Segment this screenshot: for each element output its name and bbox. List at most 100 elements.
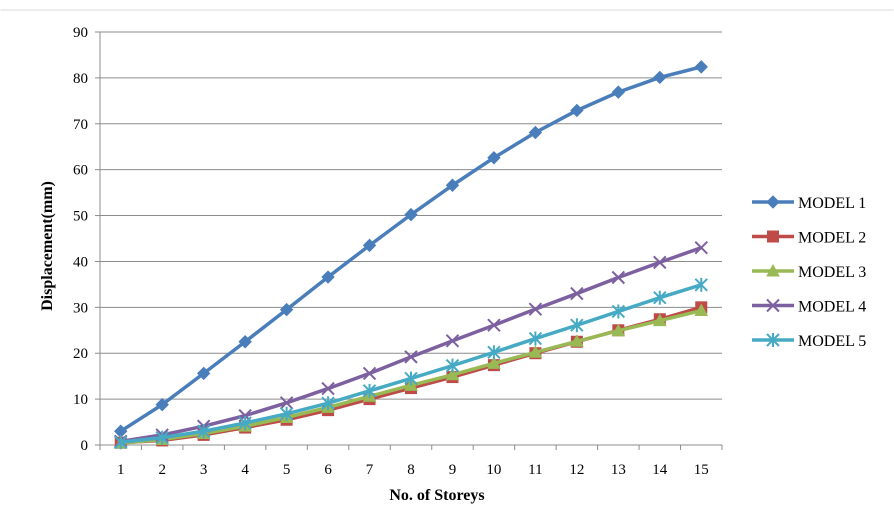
legend-label: MODEL 4 xyxy=(798,299,866,316)
data-point xyxy=(694,60,708,74)
y-tick-labels: 0 10 20 30 40 50 60 70 80 90 xyxy=(73,25,88,454)
x-tick-label: 15 xyxy=(694,462,709,478)
axes xyxy=(99,32,723,450)
series-4 xyxy=(114,240,708,449)
data-point xyxy=(694,277,708,292)
series-5 xyxy=(114,277,708,450)
data-point xyxy=(694,303,709,317)
data-point xyxy=(321,270,335,284)
x-tick-label: 3 xyxy=(200,462,208,478)
data-point xyxy=(404,350,418,364)
data-point xyxy=(611,85,626,99)
y-tick-label: 80 xyxy=(73,71,88,87)
data-point xyxy=(528,331,543,346)
legend-marker xyxy=(766,298,780,313)
data-point xyxy=(155,397,169,412)
legend-entry: MODEL 4 xyxy=(752,299,866,316)
data-point xyxy=(445,334,460,348)
y-tick-label: 20 xyxy=(73,346,88,362)
legend-entry: MODEL 5 xyxy=(752,333,866,350)
data-point xyxy=(238,415,252,430)
x-axis-title: No. of Storeys xyxy=(389,487,484,504)
data-point xyxy=(653,290,667,305)
data-point xyxy=(694,240,708,255)
data-point xyxy=(570,286,584,301)
y-tick-label: 70 xyxy=(73,117,88,133)
data-point xyxy=(652,313,667,327)
data-point xyxy=(487,345,501,360)
data-point xyxy=(279,302,294,317)
data-point xyxy=(570,334,584,347)
data-point xyxy=(321,396,335,411)
x-tick-label: 4 xyxy=(241,462,249,478)
x-tick-label: 7 xyxy=(366,462,374,478)
y-tick-label: 30 xyxy=(73,300,88,316)
x-tick-label: 11 xyxy=(528,462,542,478)
data-point xyxy=(653,70,667,85)
chart-top-border xyxy=(0,9,894,11)
x-tick-label: 14 xyxy=(652,462,668,478)
legend-entry: MODEL 1 xyxy=(752,195,866,212)
y-tick-label: 40 xyxy=(73,254,88,270)
data-point xyxy=(114,435,128,450)
x-tick-label: 10 xyxy=(486,462,501,478)
legend-label: MODEL 5 xyxy=(798,333,866,350)
legend-marker xyxy=(766,263,780,277)
legend-label: MODEL 2 xyxy=(798,230,866,247)
data-point xyxy=(487,318,501,332)
data-point xyxy=(196,424,211,439)
data-point xyxy=(611,323,626,337)
data-point xyxy=(487,151,501,165)
x-tick-labels: 1 2 3 4 5 6 7 8 9 10 11 12 13 14 15 xyxy=(117,462,709,478)
data-point xyxy=(362,238,377,253)
legend-marker xyxy=(767,230,779,243)
x-tick-label: 2 xyxy=(158,462,166,478)
data-point xyxy=(487,356,501,369)
data-point xyxy=(445,178,460,192)
y-tick-label: 60 xyxy=(73,163,88,179)
data-point xyxy=(528,345,543,358)
data-point xyxy=(196,366,211,381)
data-point xyxy=(321,381,335,396)
x-tick-label: 12 xyxy=(569,462,584,478)
data-point xyxy=(653,255,667,270)
data-point xyxy=(445,358,460,373)
y-tick-label: 0 xyxy=(81,438,89,454)
data-point xyxy=(528,125,543,140)
x-tick-label: 1 xyxy=(117,462,125,478)
legend-label: MODEL 1 xyxy=(798,195,866,212)
series-1 xyxy=(114,60,708,438)
data-point xyxy=(404,207,418,222)
gridlines xyxy=(95,31,722,446)
series-line xyxy=(120,246,702,444)
y-tick-label: 90 xyxy=(73,25,88,41)
data-point xyxy=(528,302,543,316)
legend-entry: MODEL 2 xyxy=(752,230,866,247)
data-point xyxy=(611,270,626,285)
series-group xyxy=(113,60,709,450)
data-point xyxy=(404,371,418,386)
x-tick-label: 5 xyxy=(283,462,291,478)
y-tick-label: 50 xyxy=(73,209,88,225)
legend-entry: MODEL 3 xyxy=(752,263,866,281)
data-point xyxy=(362,366,377,381)
x-tick-label: 8 xyxy=(407,462,415,478)
x-tick-label: 9 xyxy=(449,462,457,478)
y-tick-label: 10 xyxy=(73,392,88,408)
data-point xyxy=(279,406,294,421)
x-tick-label: 6 xyxy=(324,462,332,478)
y-axis-title: Displacement(mm) xyxy=(39,181,56,311)
legend: MODEL 1 MODEL 2 MODEL 3 MODEL 4 MODEL 5 xyxy=(752,195,866,350)
data-point xyxy=(155,430,169,445)
data-point xyxy=(445,367,460,381)
legend-marker xyxy=(766,195,780,209)
data-point xyxy=(611,304,626,319)
data-point xyxy=(279,396,294,410)
data-point xyxy=(238,335,252,349)
legend-label: MODEL 3 xyxy=(798,264,866,281)
data-point xyxy=(570,103,584,118)
data-point xyxy=(362,383,377,398)
data-point xyxy=(570,318,584,333)
legend-marker xyxy=(766,333,780,347)
